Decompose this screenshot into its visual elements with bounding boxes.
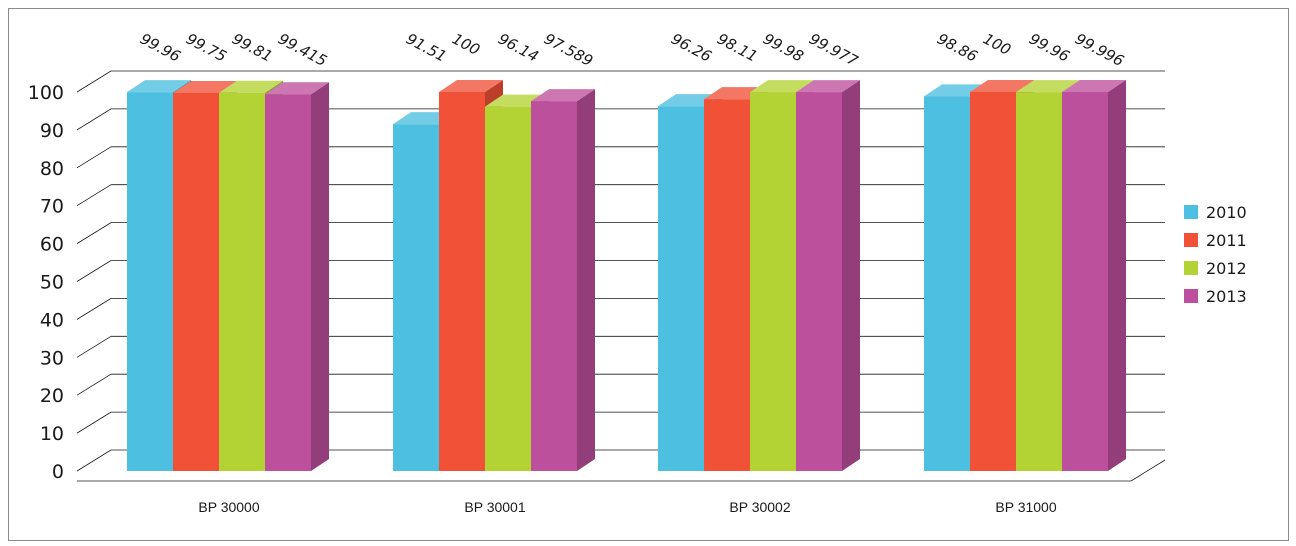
bar xyxy=(1016,92,1062,471)
gridline-diagonal xyxy=(76,70,112,93)
y-tick-label: 30 xyxy=(40,347,64,369)
y-tick-label: 70 xyxy=(40,196,64,218)
bar-top-face xyxy=(439,80,503,92)
bar xyxy=(796,92,842,472)
gridline-diagonal xyxy=(76,411,112,434)
bar xyxy=(1062,92,1108,471)
gridline-diagonal xyxy=(76,222,112,244)
legend-label: 2013 xyxy=(1206,287,1247,306)
data-label: 99.75 xyxy=(183,30,229,66)
floor-right-edge xyxy=(1130,459,1166,482)
category-label: BP 30000 xyxy=(198,499,259,515)
gridline-diagonal xyxy=(76,184,112,207)
category-label: BP 30001 xyxy=(464,499,525,515)
legend-label: 2011 xyxy=(1206,231,1247,250)
bar-top-face xyxy=(265,82,329,95)
legend-label: 2012 xyxy=(1206,259,1247,278)
legend-swatch xyxy=(1184,289,1198,303)
gridline-diagonal xyxy=(76,108,112,131)
bar-top-face xyxy=(127,80,191,93)
bar-side-face xyxy=(842,80,860,472)
bar-side-face xyxy=(311,82,329,471)
data-label: 99.996 xyxy=(1072,30,1127,71)
bar-top-face xyxy=(1062,80,1126,93)
gridline-diagonal xyxy=(76,146,112,169)
data-label: 99.96 xyxy=(137,30,183,66)
bar-top-face xyxy=(970,80,1034,92)
category-label: BP 30002 xyxy=(729,499,790,515)
data-label: 98.86 xyxy=(934,30,980,66)
bar-layer xyxy=(127,80,1126,472)
bar xyxy=(750,92,796,471)
data-label: 99.96 xyxy=(1026,30,1072,66)
bar xyxy=(658,106,704,472)
bar-top-face xyxy=(531,89,595,102)
bar-top-face xyxy=(219,80,283,93)
gridline-diagonal xyxy=(76,260,112,282)
y-tick-label: 0 xyxy=(52,461,64,483)
bar-top-face xyxy=(750,80,814,93)
bar xyxy=(439,92,485,471)
bar-top-face xyxy=(796,80,860,93)
bar xyxy=(219,92,265,472)
bar xyxy=(127,92,173,471)
bar xyxy=(970,92,1016,471)
bar xyxy=(924,96,970,471)
gridline-diagonal xyxy=(76,335,112,358)
data-label: 100 xyxy=(980,30,1014,59)
data-label: 99.977 xyxy=(806,30,861,71)
y-tick-label: 50 xyxy=(40,272,64,294)
data-label: 99.415 xyxy=(275,30,330,71)
bar xyxy=(393,124,439,472)
gridline-diagonal xyxy=(76,373,112,396)
data-label: 97.589 xyxy=(541,30,596,71)
bar-top-face xyxy=(173,80,237,93)
y-tick-label: 10 xyxy=(40,423,64,445)
legend-swatch xyxy=(1184,233,1198,247)
legend: 2010 2011 2012 2013 xyxy=(1184,203,1247,306)
bar xyxy=(485,106,531,472)
data-label: 98.11 xyxy=(714,30,760,66)
legend-label: 2010 xyxy=(1206,203,1247,222)
data-label: 99.98 xyxy=(760,30,806,66)
y-tick-label: 60 xyxy=(40,234,64,256)
y-tick-label: 40 xyxy=(40,309,64,331)
bar-top-face xyxy=(1016,80,1080,93)
y-tick-label: 100 xyxy=(28,82,64,104)
bar xyxy=(265,94,311,471)
bar-side-face xyxy=(1108,80,1126,471)
data-label: 91.51 xyxy=(403,30,449,66)
gridline-diagonal xyxy=(76,449,112,472)
bar xyxy=(173,92,219,471)
y-tick-label: 80 xyxy=(40,158,64,180)
legend-swatch xyxy=(1184,205,1198,219)
bar xyxy=(531,101,577,471)
legend-swatch xyxy=(1184,261,1198,275)
bar-side-face xyxy=(577,89,595,471)
data-label: 99.81 xyxy=(229,30,275,66)
data-label: 96.14 xyxy=(495,30,541,66)
data-label: 96.26 xyxy=(668,30,714,66)
gridline-diagonal xyxy=(76,298,112,320)
category-label: BP 31000 xyxy=(995,499,1056,515)
bar xyxy=(704,99,750,472)
y-tick-label: 20 xyxy=(40,385,64,407)
y-tick-label: 90 xyxy=(40,120,64,142)
data-label: 100 xyxy=(449,30,483,59)
